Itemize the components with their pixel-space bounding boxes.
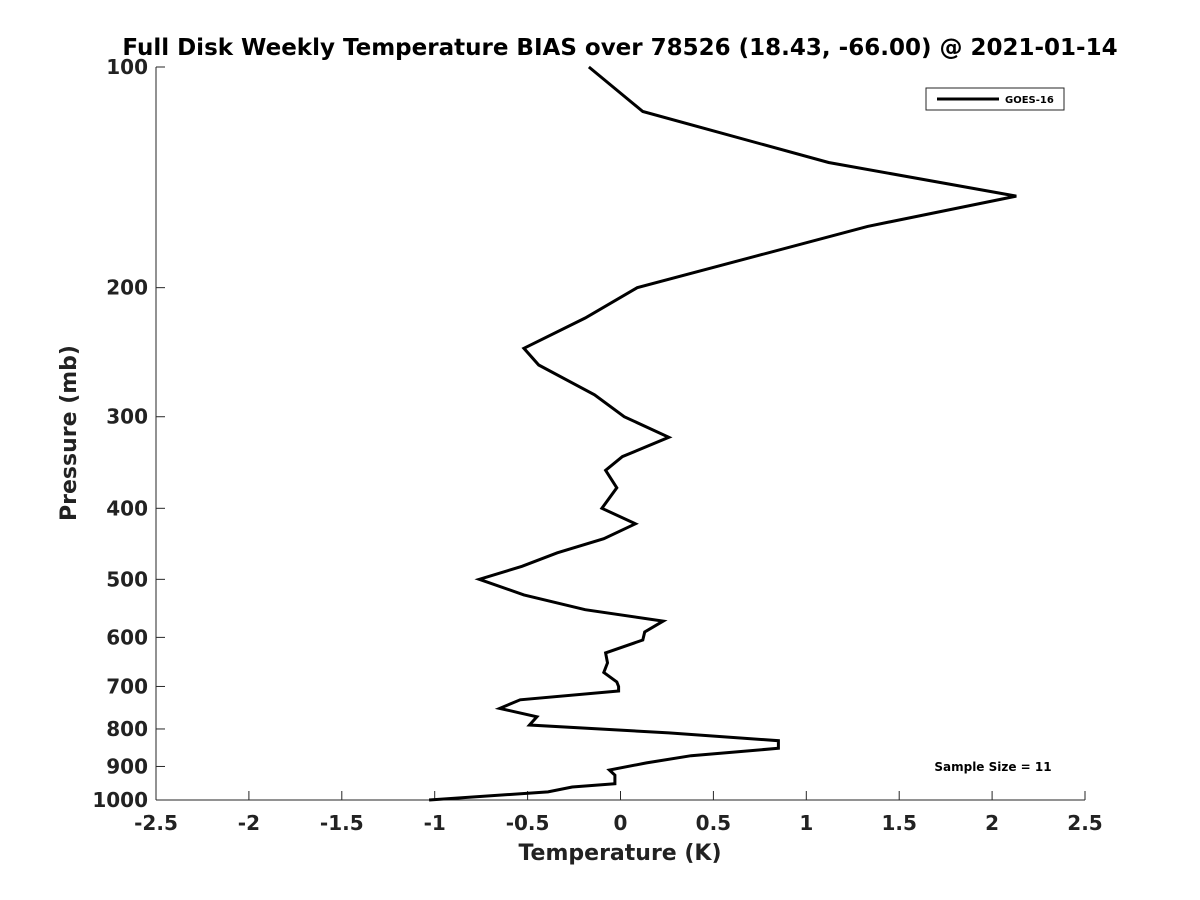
y-tick-label: 600: [106, 625, 148, 649]
series-layer: [428, 65, 1017, 802]
x-tick-label: 1: [799, 811, 813, 835]
x-tick-label: 0.5: [696, 811, 731, 835]
chart-title: Full Disk Weekly Temperature BIAS over 7…: [122, 35, 1117, 61]
y-tick-label: 100: [106, 55, 148, 79]
y-tick-label: 700: [106, 674, 148, 698]
x-tick-label: 2: [985, 811, 999, 835]
x-tick-label: 0: [614, 811, 628, 835]
y-tick-label: 800: [106, 717, 148, 741]
x-tick-label: -0.5: [506, 811, 550, 835]
series-line-goes-16: [428, 65, 1017, 802]
x-axis-ticks: -2.5 -2 -1.5 -1 -0.5 0 0.5 1 1.5 2 2.5: [134, 791, 1103, 835]
x-tick-label: -2.5: [134, 811, 178, 835]
x-tick-label: -1.5: [320, 811, 364, 835]
y-tick-label: 900: [106, 754, 148, 778]
y-tick-label: 1000: [92, 788, 148, 812]
plot-area: [156, 67, 1085, 800]
x-tick-label: -2: [238, 811, 260, 835]
y-axis-ticks: 100 200 300 400 500 600 700 800 900 1000: [92, 55, 165, 812]
sample-size-annotation: Sample Size = 11: [934, 760, 1051, 774]
y-axis-label: Pressure (mb): [57, 345, 82, 521]
y-tick-label: 200: [106, 276, 148, 300]
y-tick-label: 300: [106, 405, 148, 429]
x-tick-label: -1: [424, 811, 446, 835]
x-tick-label: 1.5: [881, 811, 916, 835]
x-tick-label: 2.5: [1067, 811, 1102, 835]
y-tick-label: 400: [106, 496, 148, 520]
y-tick-label: 500: [106, 567, 148, 591]
legend-label-goes-16: GOES-16: [1005, 95, 1054, 106]
x-axis-label: Temperature (K): [518, 841, 721, 866]
legend: GOES-16: [925, 87, 1065, 111]
